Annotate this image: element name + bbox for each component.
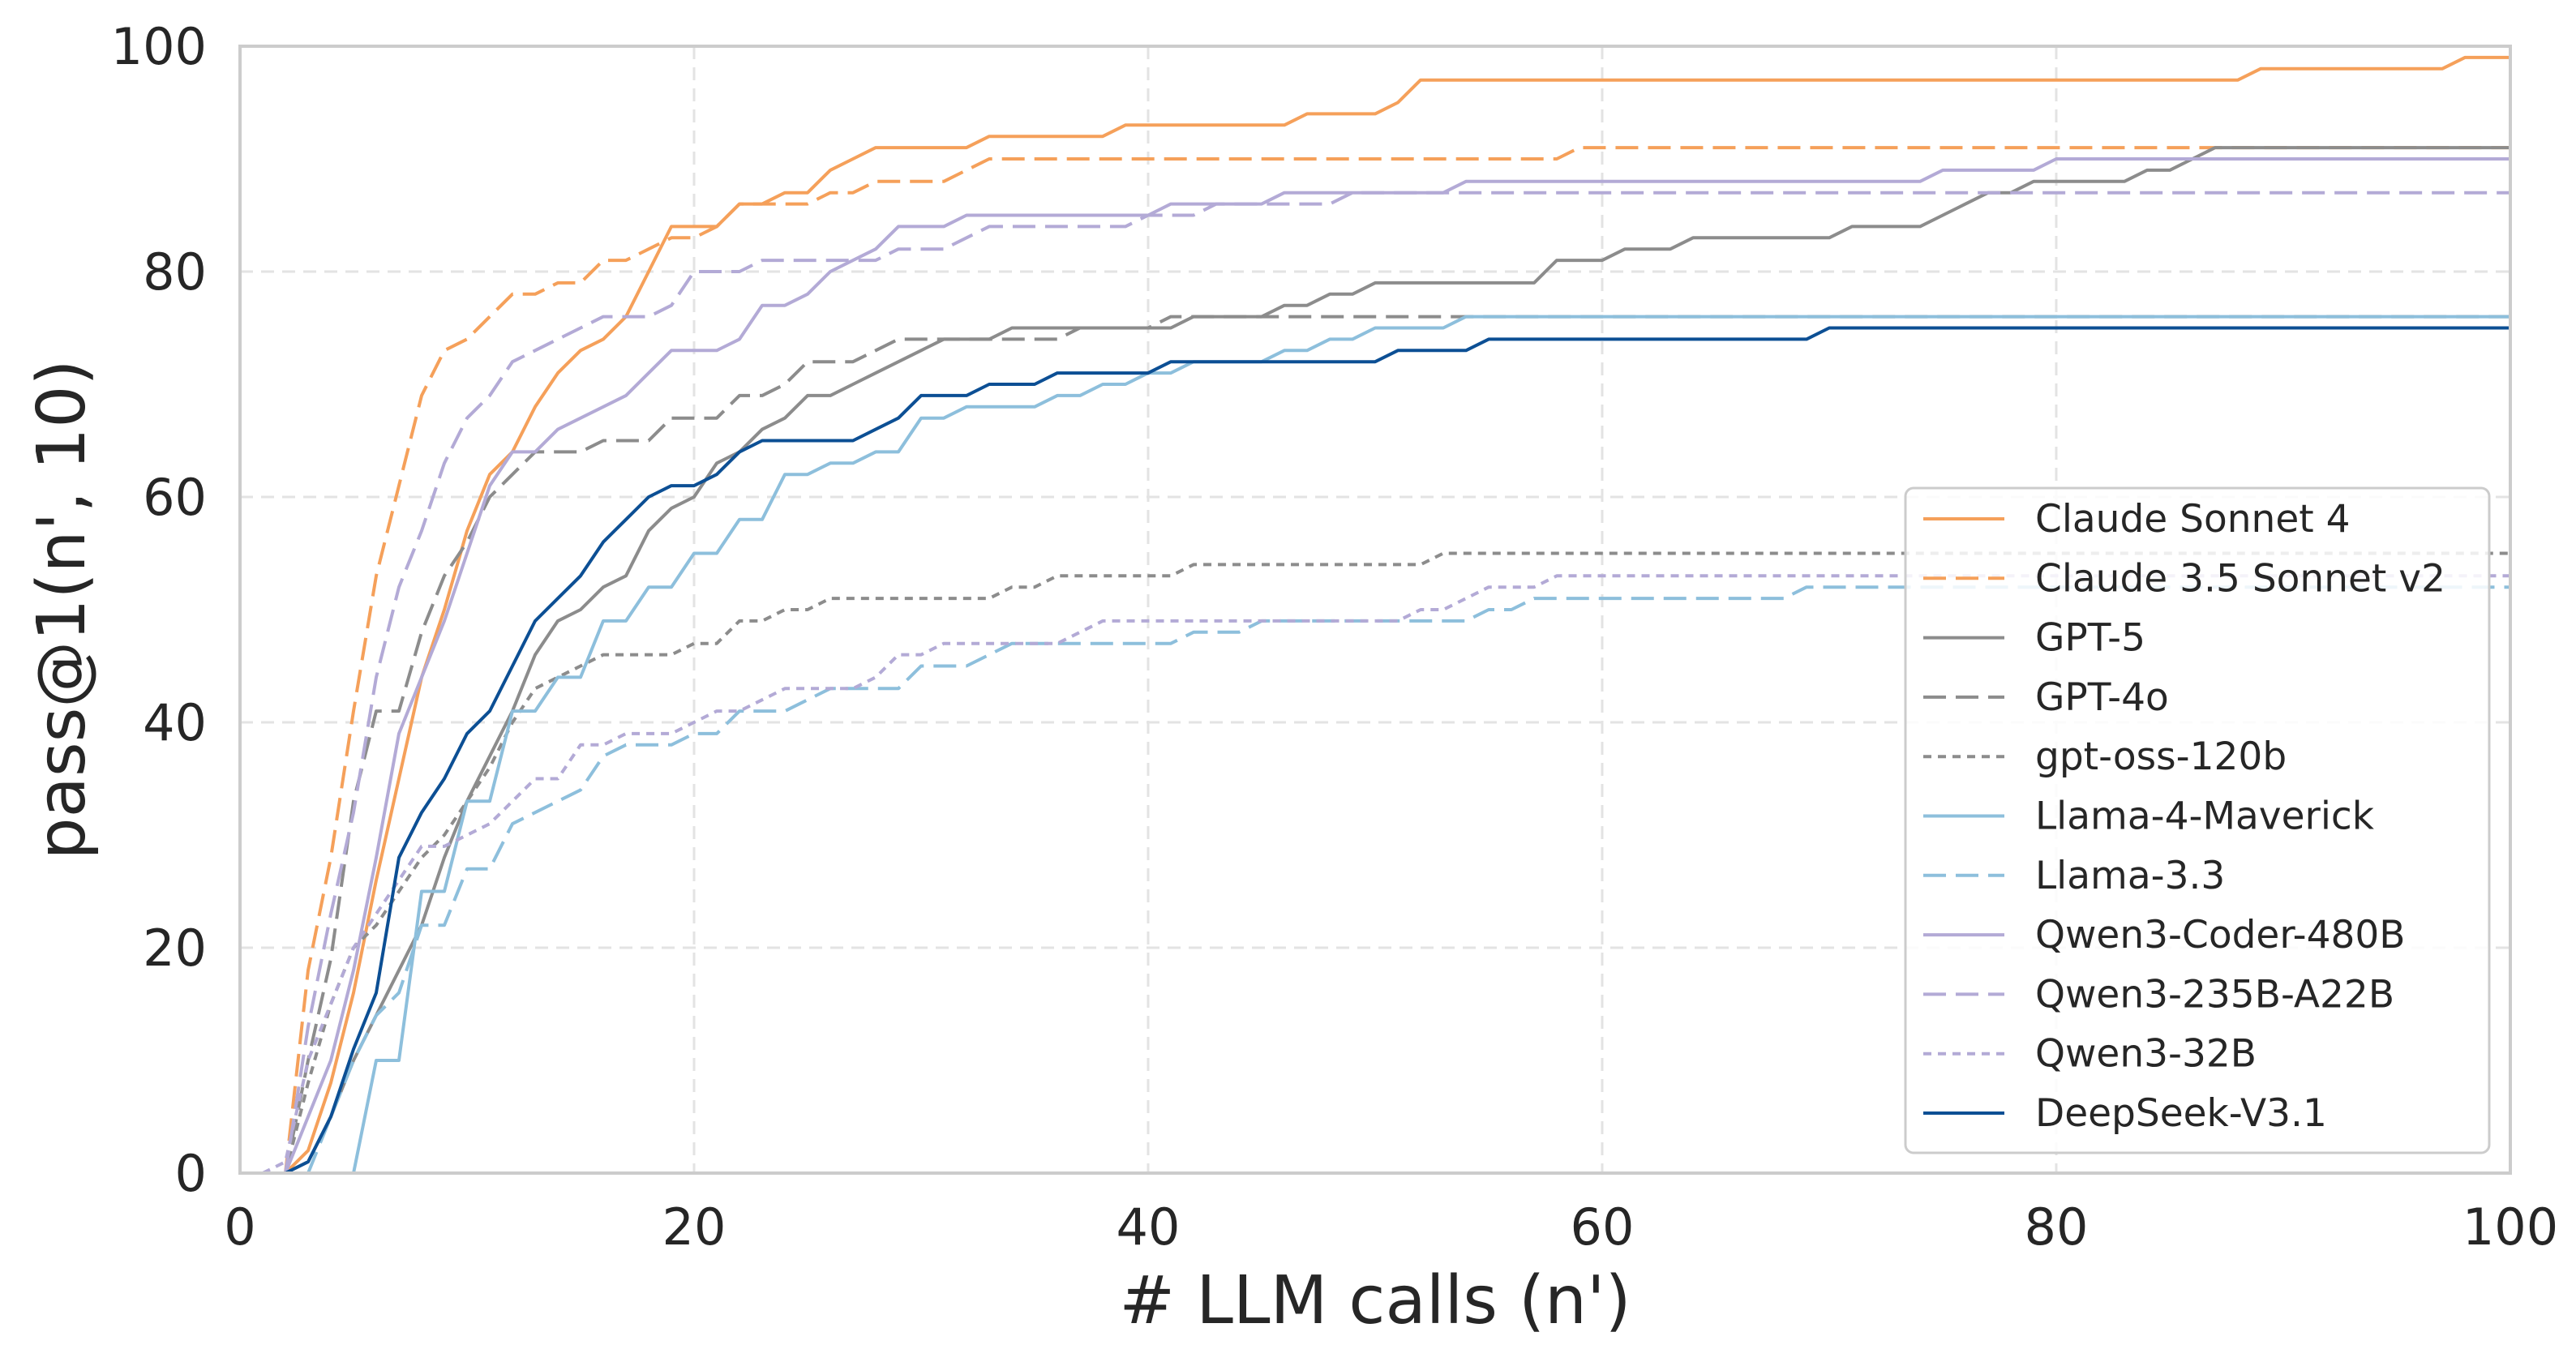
- y-axis-label: pass@1(n', 10): [24, 360, 101, 860]
- legend-label-qwen3-235b-a22b: Qwen3-235B-A22B: [2035, 972, 2394, 1017]
- x-tick-label: 40: [1117, 1197, 1181, 1257]
- x-tick-label: 20: [662, 1197, 727, 1257]
- x-tick-label: 80: [2025, 1197, 2089, 1257]
- x-axis-label: # LLM calls (n'): [1119, 1262, 1631, 1339]
- legend: Claude Sonnet 4 Claude 3.5 Sonnet v2 GPT-5…: [1904, 486, 2491, 1154]
- series-lines: [262, 55, 2510, 1175]
- legend-label-llama-3-3: Llama-3.3: [2035, 854, 2225, 898]
- series-line-llama-3-3: [306, 585, 2510, 1174]
- legend-label-qwen3-coder-480b: Qwen3-Coder-480B: [2035, 913, 2406, 957]
- y-tick-label: 80: [143, 242, 207, 302]
- legend-frame: [1904, 486, 2491, 1154]
- legend-label-gpt-5: GPT-5: [2035, 616, 2145, 661]
- series-line-qwen3-235b-a22b: [284, 191, 2510, 1174]
- y-tick-label: 60: [143, 468, 207, 527]
- series-line-gpt-5: [285, 146, 2510, 1175]
- legend-label-claude-3-5-sonnet-v2: Claude 3.5 Sonnet v2: [2035, 556, 2445, 601]
- series-line-claude-sonnet-4: [284, 55, 2510, 1175]
- series-line-deepseek-v3-1: [285, 326, 2510, 1175]
- y-tick-label: 40: [143, 693, 207, 752]
- y-tick-label: 20: [143, 919, 207, 978]
- legend-label-gpt-oss-120b: gpt-oss-120b: [2035, 735, 2287, 779]
- y-axis-tick-labels: 0 20 40 60 80 100: [111, 17, 207, 1203]
- x-tick-label: 0: [224, 1197, 255, 1257]
- series-line-qwen3-32b: [262, 574, 2510, 1175]
- legend-label-qwen3-32b: Qwen3-32B: [2035, 1032, 2257, 1077]
- x-tick-label: 60: [1571, 1197, 1635, 1257]
- x-axis-tick-labels: 0 20 40 60 80 100: [224, 1197, 2558, 1257]
- legend-label-deepseek-v3-1: DeepSeek-V3.1: [2035, 1091, 2327, 1136]
- series-line-llama-4-maverick: [331, 315, 2510, 1175]
- x-tick-label: 100: [2462, 1197, 2558, 1257]
- y-tick-label: 100: [111, 17, 207, 76]
- series-line-claude-3-5-sonnet-v2: [284, 146, 2510, 1174]
- plot-area-frame: [238, 45, 2512, 1175]
- legend-label-claude-sonnet-4: Claude Sonnet 4: [2035, 497, 2351, 542]
- y-tick-label: 0: [175, 1144, 207, 1203]
- legend-label-gpt-4o: GPT-4o: [2035, 675, 2169, 720]
- legend-label-llama-4-maverick: Llama-4-Maverick: [2035, 794, 2375, 839]
